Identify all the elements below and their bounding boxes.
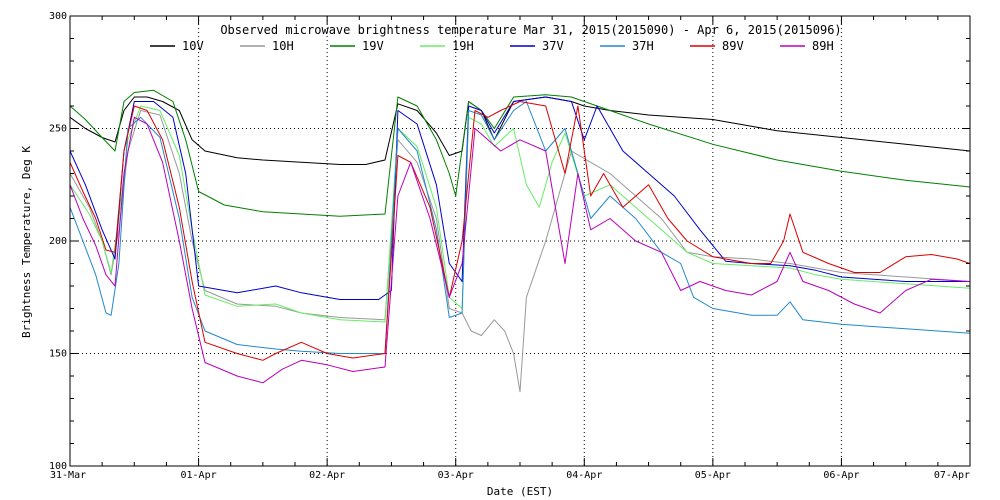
x-tick-label: 03-Apr [438,470,474,481]
legend-label-89h: 89H [812,39,834,53]
x-tick-label: 04-Apr [566,470,602,481]
y-axis-title: Brightness Temperature, Deg K [20,146,33,338]
legend-label-19h: 19H [452,39,474,53]
x-axis-title: Date (EST) [487,485,553,498]
y-tick-label: 300 [49,11,67,22]
grid [70,16,970,466]
series-line-19v [69,89,971,217]
y-tick-label: 100 [49,461,67,472]
legend-label-37v: 37V [542,39,564,53]
y-tick-label: 150 [49,349,67,360]
y-tick-label: 250 [49,124,67,135]
legend-label-89v: 89V [722,39,744,53]
y-axis: 100 150 200 250 300 [49,11,970,472]
series-line-89v [69,101,971,361]
legend-label-10h: 10H [272,39,294,53]
legend-label-37h: 37H [632,39,654,53]
x-tick-label: 05-Apr [695,470,731,481]
x-axis: 31-Mar 01-Apr 02-Apr 03-Apr 04-Apr 05-Apr 06-A… [50,16,971,481]
series-line-89h [69,116,971,384]
legend: 10V 10H 19V 19H 37V 37H 89V 89H [150,39,834,53]
legend-label-19v: 19V [362,39,384,53]
legend-label-10v: 10V [182,39,204,53]
series-line-10v [69,96,971,165]
x-tick-label: 01-Apr [181,470,217,481]
y-tick-label: 200 [49,236,67,247]
chart-title: Observed microwave brightness temperatur… [220,23,841,37]
x-tick-label: 07-Apr [934,470,970,481]
x-tick-label: 31-Mar [50,470,86,481]
series-line-37v [69,96,970,300]
x-tick-label: 06-Apr [823,470,859,481]
series-line-10h [69,110,971,393]
series-layer [69,89,971,393]
x-tick-label: 02-Apr [309,470,345,481]
